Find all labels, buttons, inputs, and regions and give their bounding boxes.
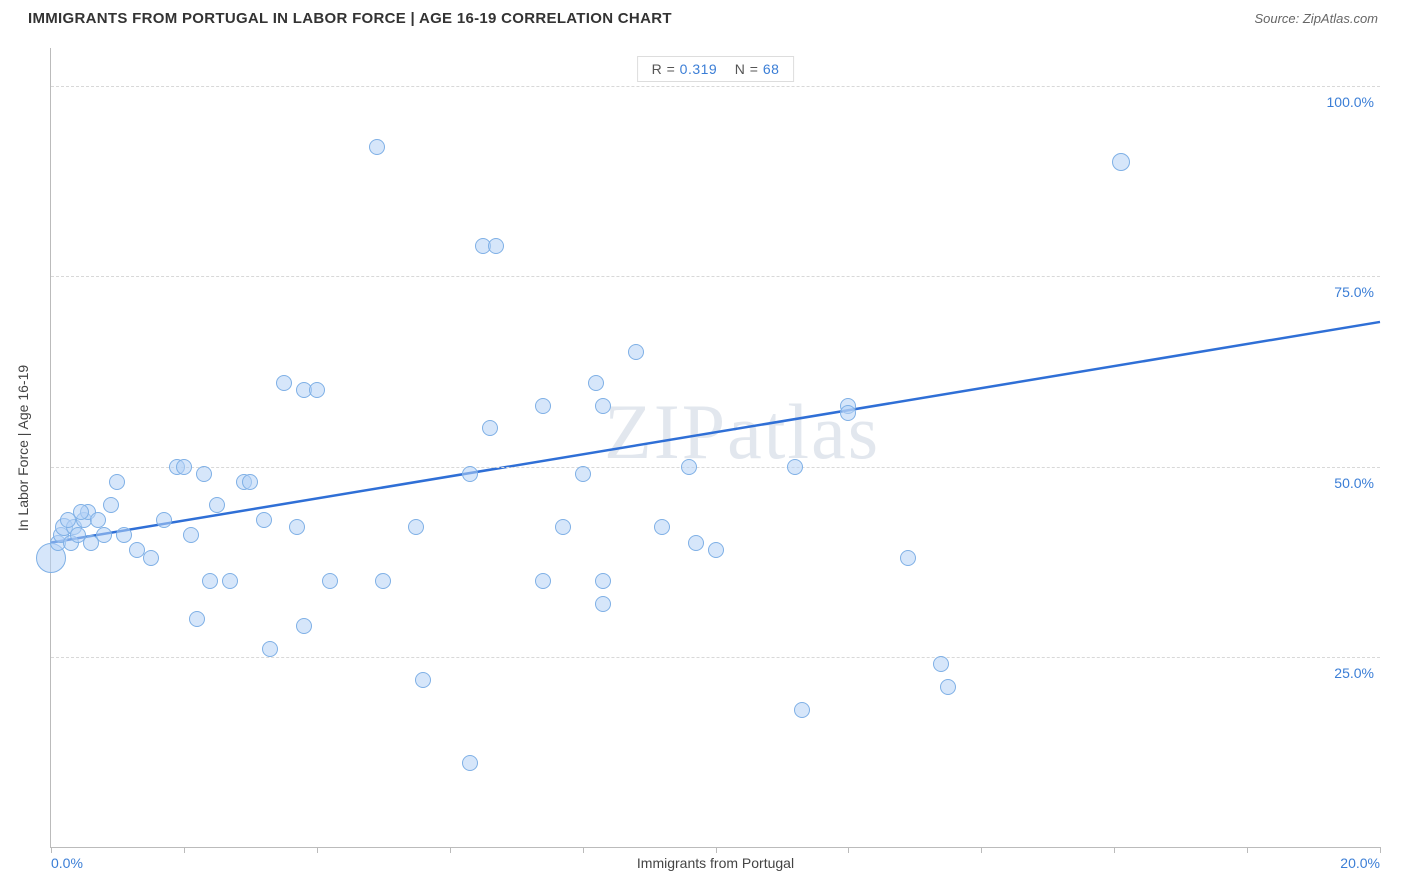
- x-tick: [184, 847, 185, 853]
- data-point: [143, 550, 159, 566]
- data-point: [415, 672, 431, 688]
- x-tick: [450, 847, 451, 853]
- data-point: [940, 679, 956, 695]
- scatter-plot: ZIPatlas R = 0.319 N = 68 In Labor Force…: [50, 48, 1380, 848]
- trendline-svg: [51, 48, 1380, 847]
- data-point: [256, 512, 272, 528]
- data-point: [462, 755, 478, 771]
- data-point: [202, 573, 218, 589]
- gridline-y: [51, 657, 1380, 658]
- trendline: [51, 322, 1380, 543]
- data-point: [933, 656, 949, 672]
- data-point: [708, 542, 724, 558]
- data-point: [462, 466, 478, 482]
- data-point: [535, 573, 551, 589]
- r-value: 0.319: [680, 61, 718, 77]
- watermark: ZIPatlas: [604, 387, 880, 477]
- data-point: [595, 573, 611, 589]
- gridline-y: [51, 467, 1380, 468]
- y-axis-title: In Labor Force | Age 16-19: [15, 364, 31, 530]
- data-point: [688, 535, 704, 551]
- data-point: [183, 527, 199, 543]
- data-point: [369, 139, 385, 155]
- data-point: [103, 497, 119, 513]
- x-tick: [51, 847, 52, 853]
- data-point: [595, 596, 611, 612]
- data-point: [840, 405, 856, 421]
- data-point: [262, 641, 278, 657]
- data-point: [322, 573, 338, 589]
- data-point: [109, 474, 125, 490]
- y-tick-label: 100.0%: [1327, 94, 1374, 110]
- y-tick-label: 75.0%: [1334, 284, 1374, 300]
- data-point: [242, 474, 258, 490]
- data-point: [681, 459, 697, 475]
- data-point: [189, 611, 205, 627]
- data-point: [73, 504, 89, 520]
- x-tick: [1247, 847, 1248, 853]
- data-point: [408, 519, 424, 535]
- data-point: [794, 702, 810, 718]
- data-point: [96, 527, 112, 543]
- r-label: R =: [652, 61, 680, 77]
- data-point: [156, 512, 172, 528]
- data-point: [116, 527, 132, 543]
- data-point: [296, 618, 312, 634]
- x-tick: [1114, 847, 1115, 853]
- y-tick-label: 50.0%: [1334, 475, 1374, 491]
- data-point: [482, 420, 498, 436]
- data-point: [1112, 153, 1130, 171]
- stats-box: R = 0.319 N = 68: [637, 56, 795, 82]
- chart-title: IMMIGRANTS FROM PORTUGAL IN LABOR FORCE …: [28, 10, 672, 27]
- data-point: [787, 459, 803, 475]
- data-point: [555, 519, 571, 535]
- y-tick-label: 25.0%: [1334, 665, 1374, 681]
- data-point: [575, 466, 591, 482]
- data-point: [375, 573, 391, 589]
- data-point: [900, 550, 916, 566]
- data-point: [289, 519, 305, 535]
- title-bar: IMMIGRANTS FROM PORTUGAL IN LABOR FORCE …: [0, 0, 1406, 35]
- data-point: [222, 573, 238, 589]
- n-value: 68: [763, 61, 780, 77]
- data-point: [628, 344, 644, 360]
- data-point: [654, 519, 670, 535]
- x-tick: [716, 847, 717, 853]
- source-attribution: Source: ZipAtlas.com: [1254, 11, 1378, 26]
- x-axis-title: Immigrants from Portugal: [637, 855, 794, 871]
- data-point: [209, 497, 225, 513]
- data-point: [276, 375, 292, 391]
- data-point: [90, 512, 106, 528]
- data-point: [535, 398, 551, 414]
- x-tick: [583, 847, 584, 853]
- data-point: [309, 382, 325, 398]
- gridline-y: [51, 276, 1380, 277]
- gridline-y: [51, 86, 1380, 87]
- n-label: N =: [735, 61, 763, 77]
- data-point: [588, 375, 604, 391]
- data-point: [176, 459, 192, 475]
- data-point: [488, 238, 504, 254]
- x-tick: [981, 847, 982, 853]
- x-tick-label: 20.0%: [1340, 855, 1380, 871]
- x-tick: [848, 847, 849, 853]
- data-point: [595, 398, 611, 414]
- x-tick: [317, 847, 318, 853]
- x-tick-label: 0.0%: [51, 855, 83, 871]
- x-tick: [1380, 847, 1381, 853]
- data-point: [196, 466, 212, 482]
